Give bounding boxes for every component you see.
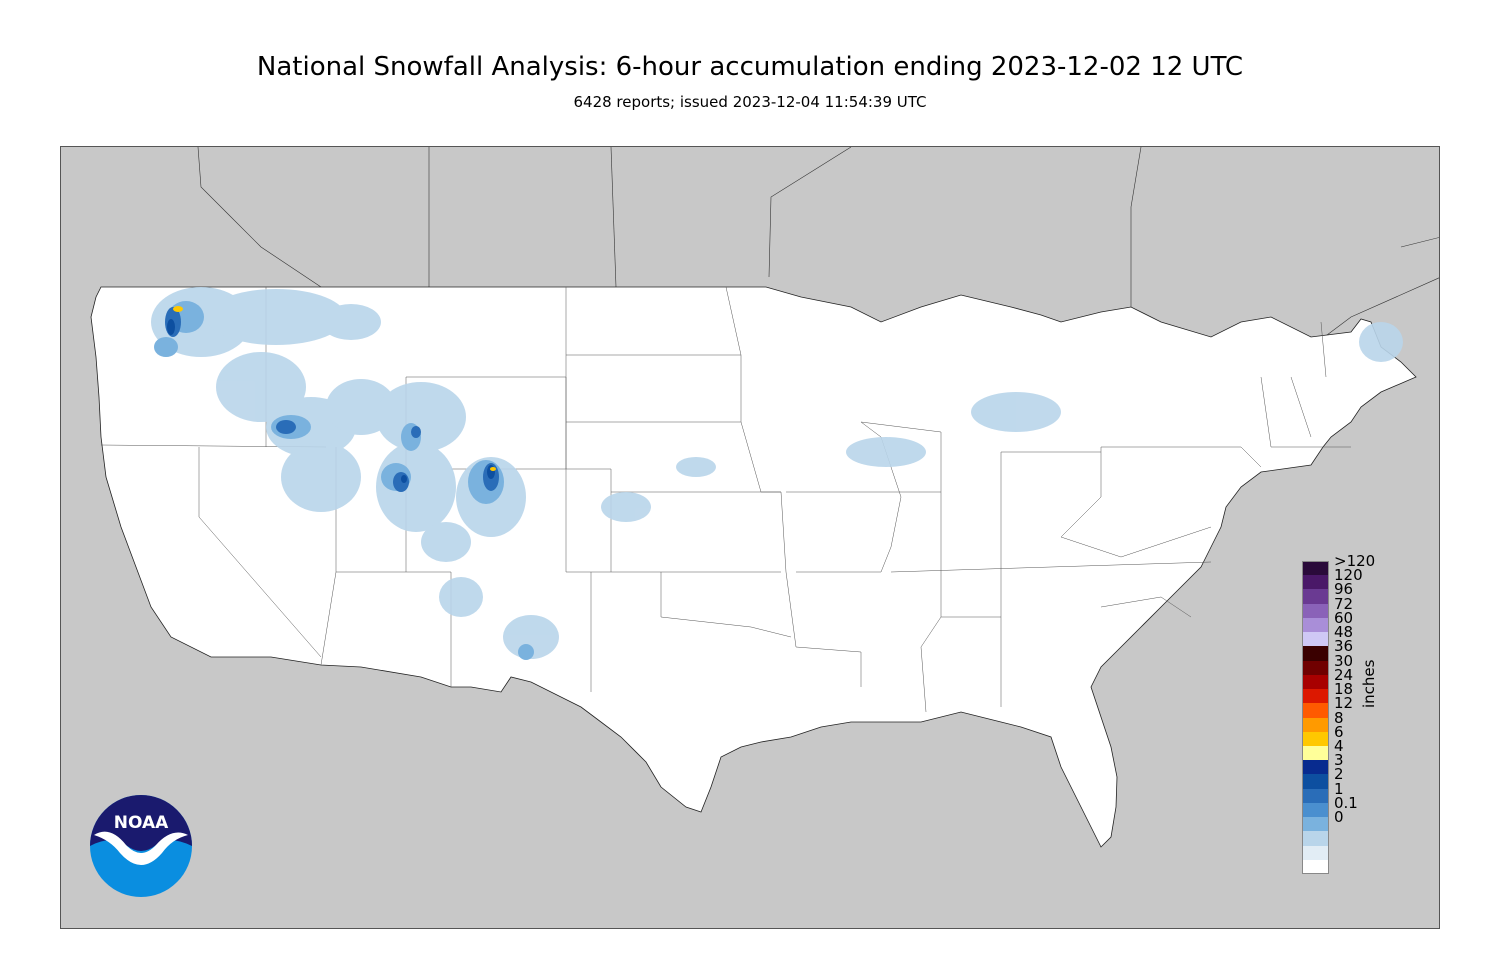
legend-swatch [1302, 788, 1329, 804]
legend-tick-label: 0 [1334, 808, 1344, 827]
snowfall-shading [151, 287, 1403, 660]
legend-swatch [1302, 646, 1329, 662]
legend-swatch [1302, 845, 1329, 861]
legend-tick-label: 96 [1334, 580, 1354, 599]
legend-swatch [1302, 760, 1329, 775]
legend-tick-label: 30 [1334, 651, 1354, 670]
legend-swatch [1302, 674, 1329, 690]
map-subtitle: 6428 reports; issued 2023-12-04 11:54:39… [573, 93, 927, 111]
legend-swatch [1302, 617, 1329, 633]
legend-tick-label: 24 [1334, 665, 1354, 684]
legend-tick-label: 60 [1334, 608, 1354, 627]
legend-tick-label: 6 [1334, 722, 1344, 741]
legend-tick-label: >120 [1334, 552, 1376, 570]
legend-swatch [1302, 689, 1329, 704]
legend-tick-label: 36 [1334, 637, 1354, 656]
legend-swatch [1302, 774, 1329, 790]
legend-swatch [1302, 831, 1329, 847]
legend-tick-label: 2 [1334, 765, 1344, 784]
legend-tick-label: 72 [1334, 594, 1354, 613]
noaa-logo-text: NOAA [114, 813, 169, 833]
legend-swatch [1302, 632, 1329, 647]
legend-tick-label: 120 [1334, 566, 1363, 585]
legend-tick-label: 12 [1334, 694, 1354, 713]
legend-swatch [1302, 745, 1329, 761]
legend-swatch [1302, 660, 1329, 676]
snowfall-map[interactable] [60, 146, 1440, 929]
noaa-logo: NOAA [90, 795, 192, 897]
legend-tick-label: 48 [1334, 623, 1354, 642]
legend-swatch [1302, 561, 1329, 576]
legend-swatch [1302, 802, 1329, 818]
legend-swatch [1302, 717, 1329, 733]
map-title: National Snowfall Analysis: 6-hour accum… [256, 52, 1244, 82]
legend-swatch [1302, 703, 1329, 718]
legend-tick-label: 4 [1334, 736, 1344, 755]
legend-swatch [1302, 575, 1329, 590]
legend-swatch [1302, 603, 1329, 619]
legend-swatch [1302, 859, 1329, 875]
legend-swatch [1302, 817, 1329, 832]
legend-unit: inches [1360, 659, 1378, 708]
legend-swatch [1302, 731, 1329, 747]
legend-tick-label: 18 [1334, 680, 1354, 699]
legend-tick-label: 8 [1334, 708, 1344, 727]
legend-swatch [1302, 589, 1329, 605]
legend-tick-label: 1 [1334, 779, 1344, 798]
legend-tick-label: 0.1 [1334, 793, 1358, 812]
legend-tick-label: 3 [1334, 751, 1344, 770]
